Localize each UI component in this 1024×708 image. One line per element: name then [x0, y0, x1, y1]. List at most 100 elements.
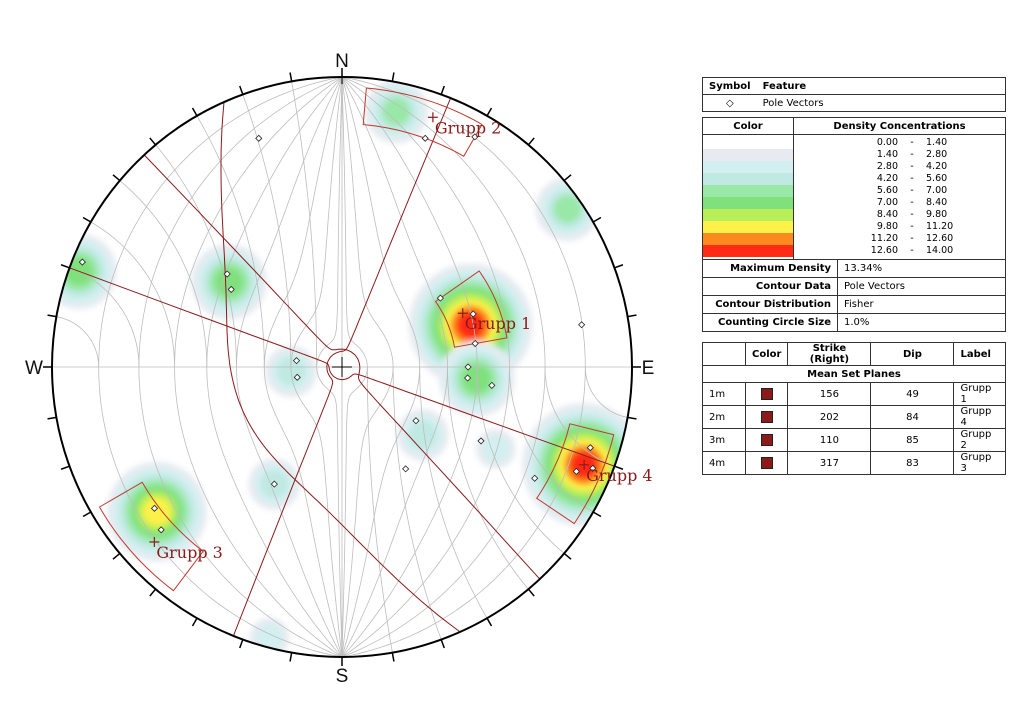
mean-title: Mean Set Planes	[807, 368, 901, 380]
pole-vector	[471, 133, 479, 141]
density-range-from: 12.60	[870, 245, 898, 256]
mean-set-label: Grupp 2	[960, 429, 992, 451]
density-blob	[535, 177, 600, 242]
compass-n: N	[335, 51, 349, 72]
density-range-to: 1.40	[926, 137, 948, 148]
mean-set-dip: 49	[870, 382, 955, 406]
density-legend: Color Density Concentrations 0.00-1.40 1.…	[702, 117, 1006, 332]
grid-small-circle	[90, 221, 175, 368]
azimuth-tick	[289, 72, 293, 82]
concentrations-header: Density Concentrations	[833, 120, 966, 132]
set-window	[98, 481, 204, 592]
pole-vector	[150, 504, 159, 512]
density-range-row: 2.80 - 4.20	[794, 161, 1005, 173]
density-stat-row: Contour Data Pole Vectors	[703, 277, 1005, 295]
azimuth-tick	[82, 511, 92, 518]
strike-header: Strike (Right)	[787, 343, 872, 366]
mean-set-strike: 317	[787, 451, 872, 474]
density-range-row: 8.40 - 9.80	[794, 209, 1005, 221]
center-cross	[332, 357, 352, 377]
azimuth-tick	[239, 85, 244, 95]
grid-small-circle	[392, 366, 442, 640]
azimuth-tick	[82, 216, 92, 223]
density-blob	[475, 428, 516, 469]
azimuth-tick	[527, 588, 535, 597]
symbol-legend: Symbol Feature ◇ Pole Vectors	[702, 77, 1006, 112]
density-stats: Maximum Density 13.34% Contour Data Pole Ve…	[703, 259, 1005, 331]
azimuth-tick	[627, 416, 637, 420]
azimuth-tick	[47, 314, 57, 318]
pole-vector	[293, 373, 301, 381]
pole-vector	[402, 465, 410, 473]
density-contour	[481, 434, 510, 463]
mean-set-strike: 110	[787, 428, 872, 452]
azimuth-tick	[289, 652, 293, 662]
pole-vector	[578, 321, 586, 329]
density-range-from: 7.00	[876, 197, 898, 208]
grid-small-circle	[509, 366, 594, 513]
compass-s: S	[336, 666, 349, 687]
density-range-row: 11.20 - 12.60	[794, 233, 1005, 245]
mean-set-color	[745, 451, 789, 474]
pole-vector	[471, 339, 479, 348]
density-range-to: 9.80	[926, 209, 948, 220]
set-mean-marker	[579, 459, 590, 470]
density-swatch	[703, 197, 793, 209]
density-swatch	[703, 221, 793, 233]
mean-set-id: 3m	[703, 428, 746, 452]
azimuth-tick	[440, 85, 445, 95]
pole-vector	[270, 480, 278, 488]
azimuth-tick	[112, 174, 121, 182]
mean-set-dip: 85	[870, 428, 955, 452]
azimuth-tick	[391, 652, 395, 662]
north-cross	[336, 70, 348, 84]
id-header	[703, 343, 746, 366]
density-range-to: 14.00	[926, 245, 954, 256]
azimuth-tick	[60, 465, 70, 470]
pole-vector	[469, 310, 477, 318]
grid-small-circle	[291, 81, 317, 367]
mean-set-row: 3m 110 85 Grupp 2	[703, 428, 1005, 452]
mean-set-dip: 83	[870, 451, 955, 474]
density-range-sep: -	[910, 137, 914, 148]
label-header: Label	[960, 348, 991, 360]
density-range-row: 1.40 - 2.80	[794, 149, 1005, 161]
pole-symbol: ◇	[725, 97, 734, 109]
density-range-to: 2.80	[926, 149, 948, 160]
azimuth-tick	[112, 552, 121, 560]
set-window	[536, 423, 615, 525]
density-blob	[191, 243, 268, 320]
grid-small-circle	[119, 180, 208, 368]
density-range-to: 12.60	[926, 233, 954, 244]
stat-key: Contour Distribution	[703, 296, 838, 313]
density-range-sep: -	[910, 161, 914, 172]
density-swatch	[703, 149, 793, 161]
azimuth-tick	[149, 588, 157, 597]
density-range-sep: -	[910, 233, 914, 244]
density-range-from: 5.60	[876, 185, 898, 196]
pole-vector	[78, 258, 86, 266]
mean-set-id: 2m	[703, 405, 746, 429]
density-ranges: 0.00-1.40 1.40-2.80 2.80-4.20 4.20-5.60 5.60…	[794, 135, 1005, 259]
pole-vector	[531, 474, 539, 482]
stereonet-plot: N S W E Grupp 1 Grupp 2 Grupp 3 Grupp 4	[25, 51, 654, 687]
pole-vector	[223, 270, 231, 278]
set-labels: Grupp 1 Grupp 2 Grupp 3 Grupp 4	[156, 118, 652, 562]
density-range-to: 7.00	[926, 185, 948, 196]
density-swatch	[703, 209, 793, 221]
mean-set-color	[745, 382, 789, 406]
density-range-to: 5.60	[926, 173, 948, 184]
pole-vector	[412, 417, 420, 425]
pole-vector	[464, 374, 472, 382]
density-range-to: 4.20	[926, 161, 948, 172]
pole-vector	[292, 357, 301, 365]
grid-small-circle	[447, 367, 529, 590]
density-range-sep: -	[910, 221, 914, 232]
pole-vector	[227, 285, 235, 294]
density-stat-row: Counting Circle Size 1.0%	[703, 313, 1005, 331]
azimuth-tick	[527, 137, 535, 146]
set-label: Grupp 4	[586, 466, 652, 485]
pole-vector	[572, 467, 580, 475]
grid-small-circle	[367, 367, 393, 653]
azimuth-tick	[592, 511, 602, 518]
